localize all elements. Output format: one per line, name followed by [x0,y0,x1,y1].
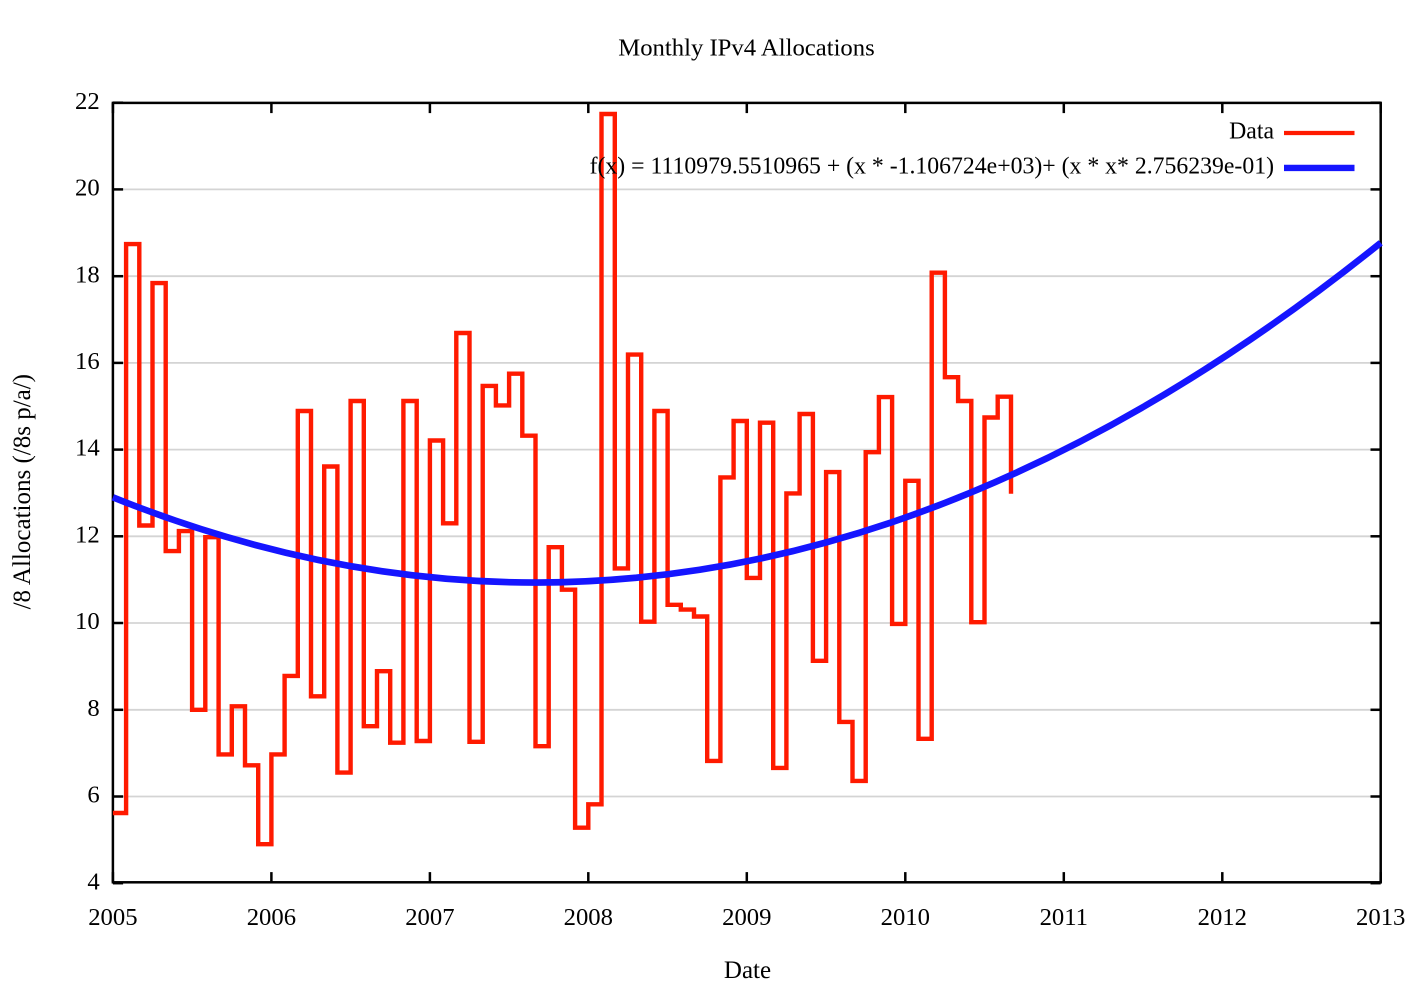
svg-text:2008: 2008 [564,904,613,931]
svg-text:6: 6 [87,782,99,809]
svg-text:22: 22 [75,88,100,115]
svg-text:2007: 2007 [405,904,454,931]
svg-text:2009: 2009 [722,904,771,931]
svg-text:18: 18 [75,261,100,288]
svg-text:f(x) = 1110979.5510965 + (x *: f(x) = 1110979.5510965 + (x * -1.106724e… [590,153,1274,179]
svg-text:20: 20 [75,175,100,202]
svg-text:16: 16 [75,348,100,375]
svg-text:8: 8 [87,695,99,722]
svg-text:12: 12 [75,521,100,548]
svg-text:Monthly IPv4 Allocations: Monthly IPv4 Allocations [618,34,874,61]
svg-text:10: 10 [75,608,100,635]
svg-text:/8 Allocations (/8s p/a/): /8 Allocations (/8s p/a/) [9,374,36,609]
svg-text:2006: 2006 [247,904,296,931]
svg-text:2010: 2010 [881,904,930,931]
svg-text:2011: 2011 [1040,904,1088,931]
svg-text:Date: Date [724,957,771,984]
svg-text:4: 4 [87,868,99,895]
svg-text:14: 14 [75,435,100,462]
svg-text:Data: Data [1229,119,1274,145]
svg-text:2013: 2013 [1356,904,1405,931]
svg-text:2005: 2005 [88,904,137,931]
svg-text:2012: 2012 [1198,904,1247,931]
